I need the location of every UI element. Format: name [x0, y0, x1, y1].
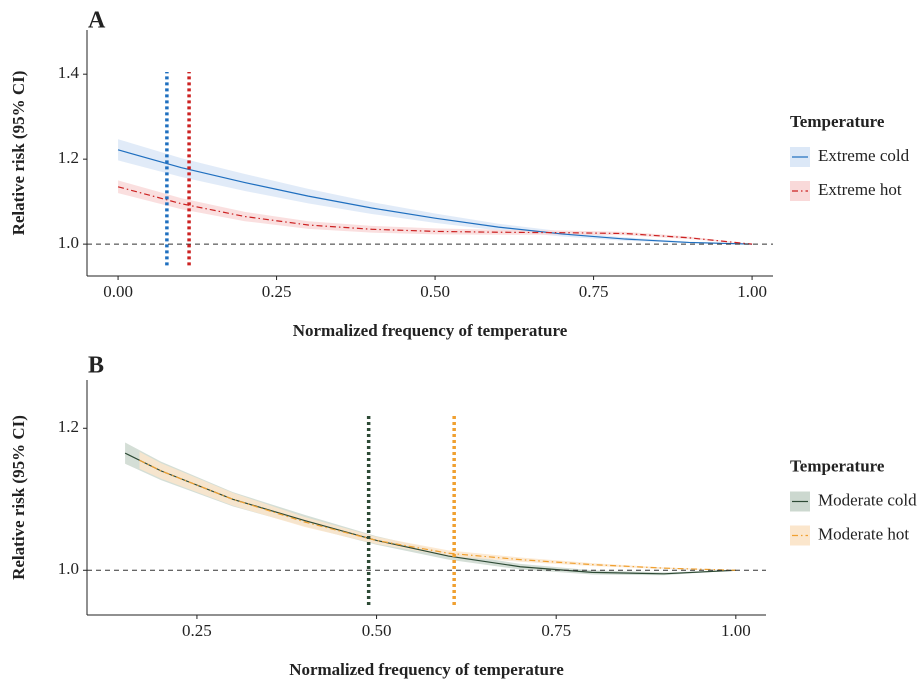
x-tick-label: 0.75	[579, 282, 609, 301]
legend-title: Temperature	[790, 112, 885, 131]
ci-band	[118, 180, 753, 245]
panel-label: B	[88, 353, 104, 379]
y-axis-label: Relative risk (95% CI)	[9, 415, 28, 580]
x-axis-label: Normalized frequency of temperature	[293, 321, 568, 340]
series-line	[139, 459, 736, 571]
legend-label: Moderate cold	[818, 490, 917, 509]
y-tick-label: 1.2	[58, 417, 79, 436]
legend-key	[790, 525, 810, 546]
panel-label: A	[88, 8, 106, 34]
ci-band	[118, 139, 753, 245]
y-tick-label: 1.4	[58, 63, 80, 82]
ci-band	[139, 451, 736, 571]
x-tick-label: 0.25	[262, 282, 292, 301]
panel: B Relative risk (95% CI) Normalized freque…	[9, 353, 917, 679]
legend-key	[790, 181, 810, 201]
x-tick-label: 0.50	[362, 621, 392, 640]
series-line	[117, 149, 753, 245]
legend-label: Moderate hot	[818, 524, 909, 543]
x-tick-label: 0.50	[420, 282, 450, 301]
legend-label: Extreme hot	[818, 180, 902, 199]
x-tick-label: 1.00	[737, 282, 767, 301]
y-tick-label: 1.0	[58, 559, 79, 578]
panel: A Relative risk (95% CI) Normalized freque…	[9, 8, 910, 340]
y-tick-label: 1.0	[58, 233, 79, 252]
x-tick-label: 0.25	[182, 621, 212, 640]
y-tick-label: 1.2	[58, 148, 79, 167]
x-axis-label: Normalized frequency of temperature	[289, 660, 564, 679]
series-line	[124, 452, 736, 575]
legend-label: Extreme cold	[818, 146, 910, 165]
x-tick-label: 1.00	[721, 621, 751, 640]
y-axis-label: Relative risk (95% CI)	[9, 71, 28, 236]
series-line	[117, 186, 753, 245]
x-tick-label: 0.75	[541, 621, 571, 640]
legend-title: Temperature	[790, 456, 885, 475]
x-tick-label: 0.00	[103, 282, 133, 301]
ci-band	[125, 442, 736, 576]
